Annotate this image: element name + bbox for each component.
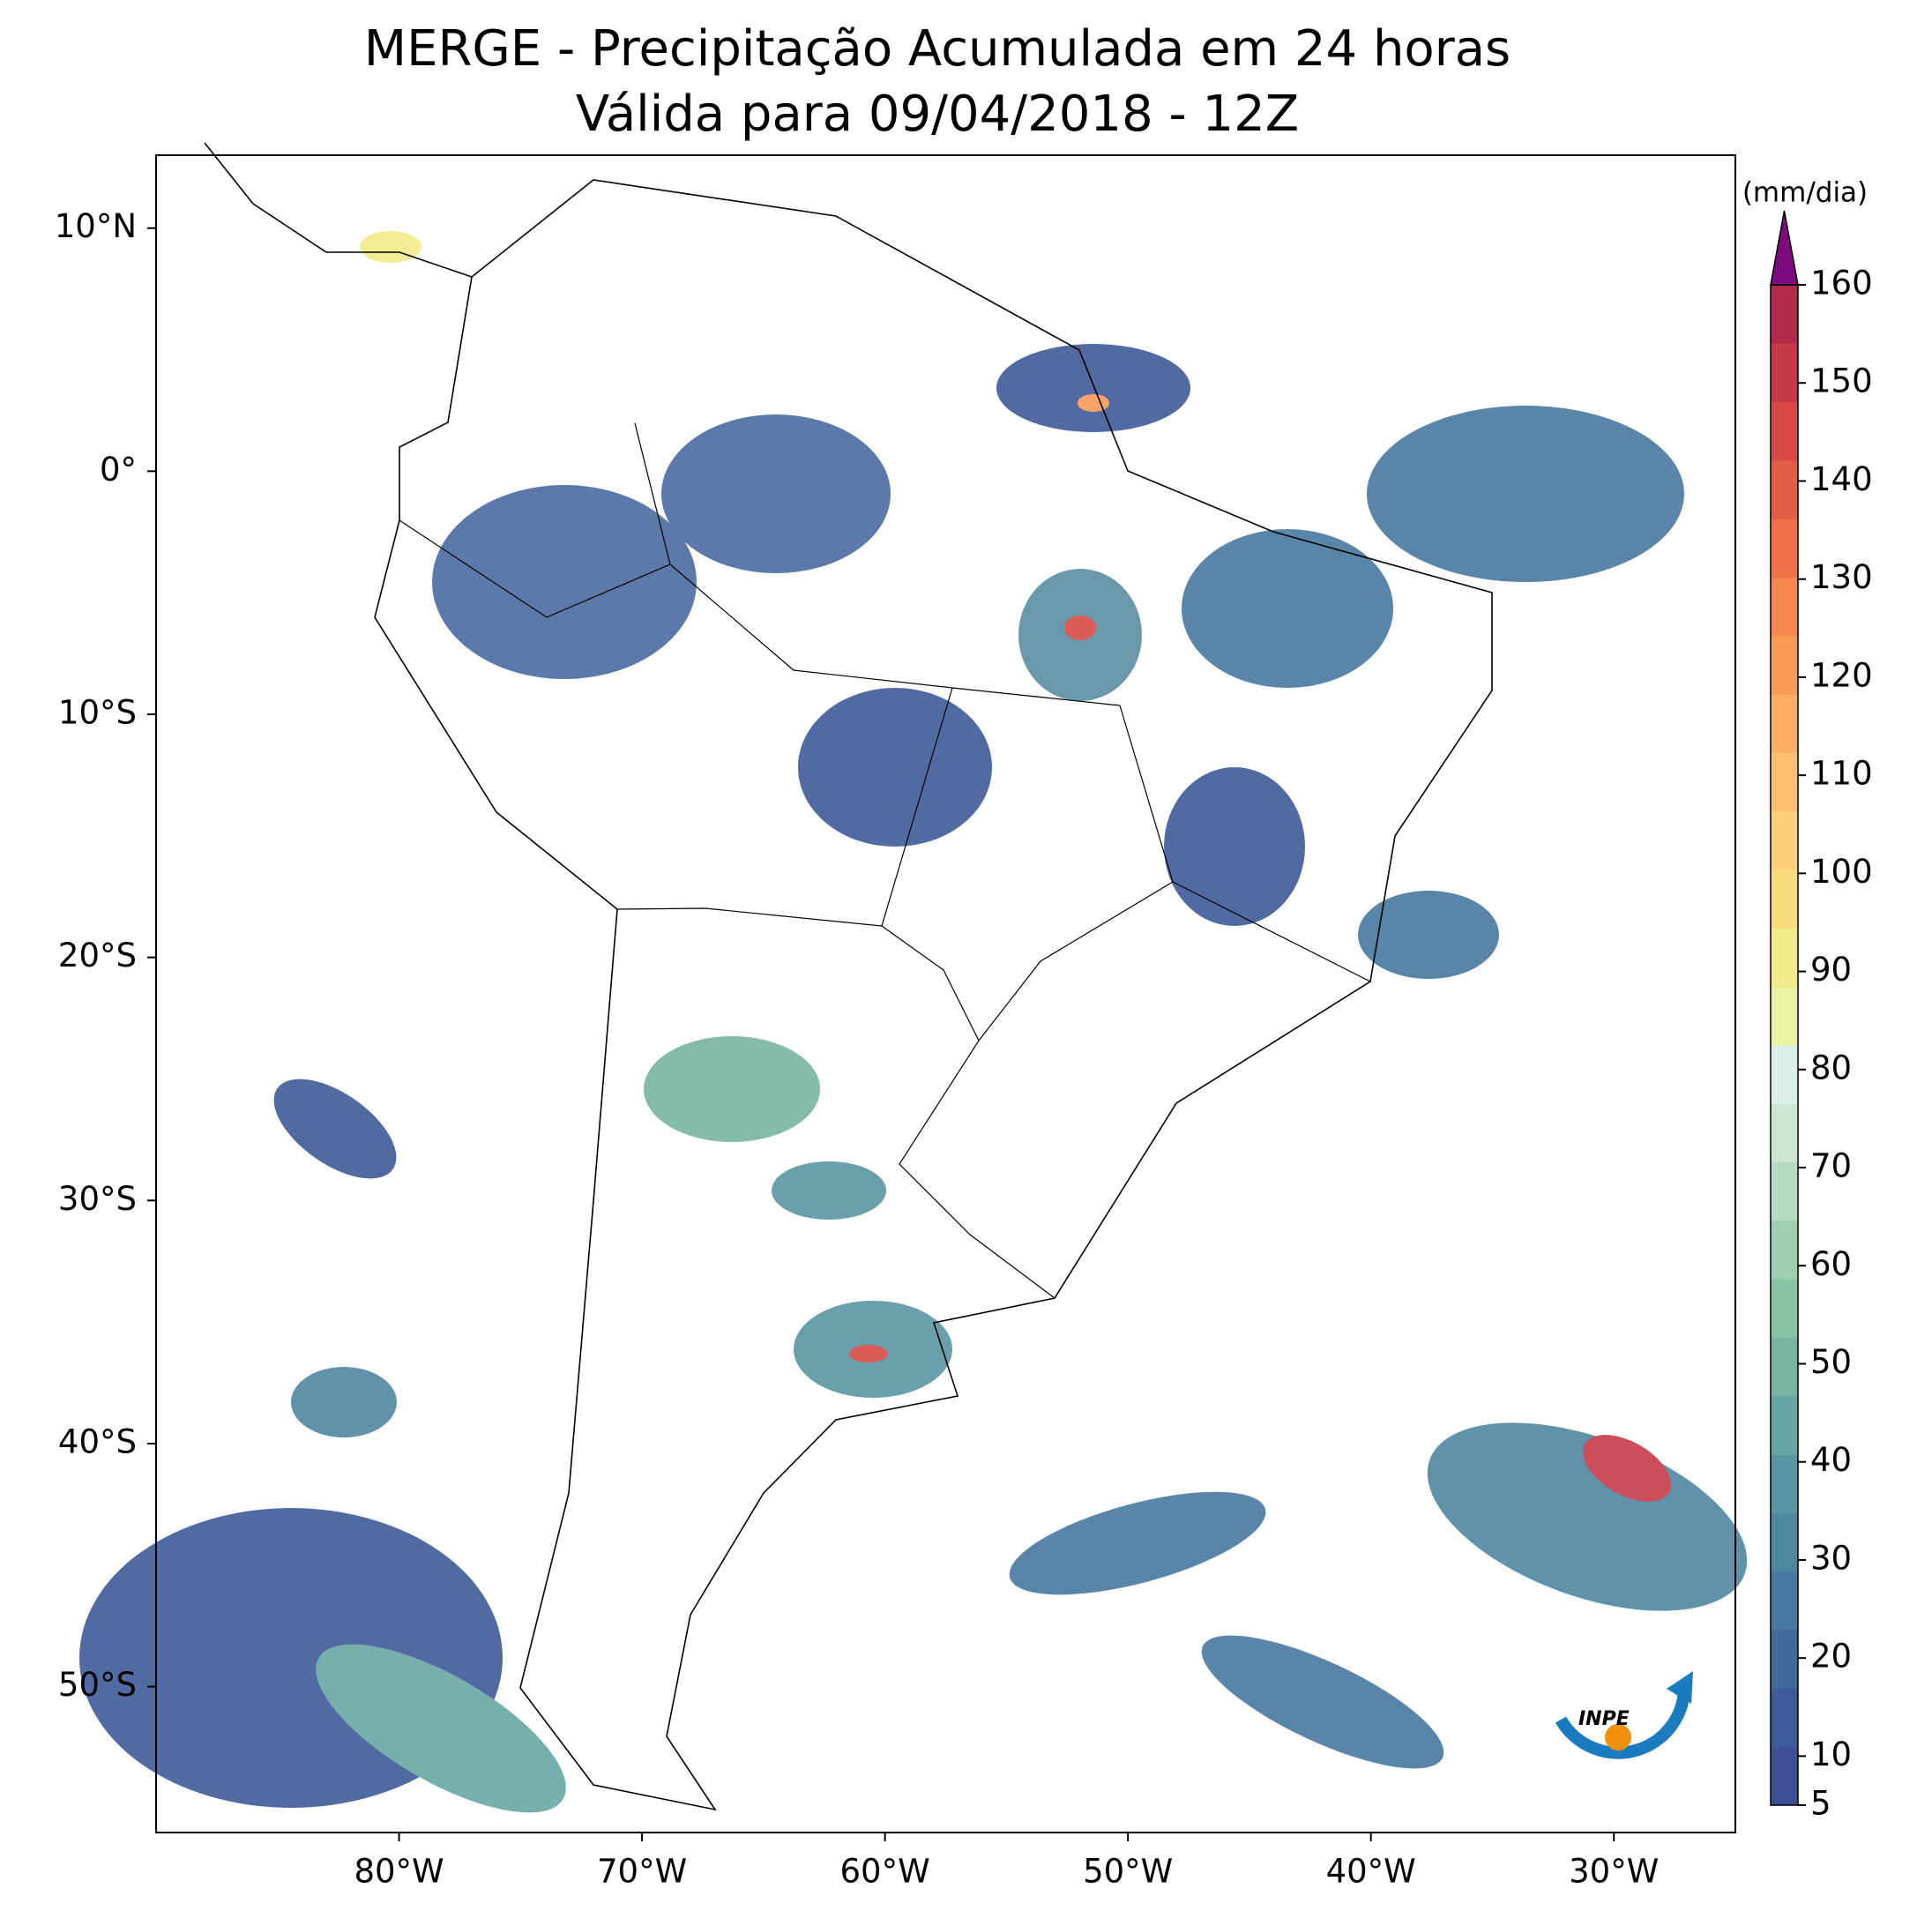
colorbar-tick-label: 90 <box>1810 951 1852 989</box>
colorbar-frame <box>1770 284 1799 1806</box>
x-tick-label: 70°W <box>597 1853 687 1891</box>
colorbar-band <box>1771 1161 1798 1221</box>
x-tick-label: 60°W <box>840 1853 930 1891</box>
y-tick-label: 50°S <box>58 1666 137 1704</box>
y-tick-label: 30°S <box>58 1180 137 1218</box>
logo-box <box>1529 1624 1717 1814</box>
y-tick-label: 20°S <box>58 937 137 974</box>
borders <box>399 422 1371 1299</box>
map-frame <box>155 154 1736 1833</box>
colorbar-band <box>1771 1220 1798 1280</box>
colorbar-tick-label: 140 <box>1810 460 1873 498</box>
colorbar-tick-label: 50 <box>1810 1343 1852 1381</box>
colorbar-tick-label: 60 <box>1810 1245 1852 1283</box>
precipitation-field <box>79 231 1748 1813</box>
x-tick-label: 40°W <box>1326 1853 1416 1891</box>
colorbar-tick-label: 5 <box>1810 1785 1831 1823</box>
colorbar-band <box>1771 694 1798 753</box>
colorbar-tick-label: 10 <box>1810 1736 1852 1773</box>
colorbar-band <box>1771 401 1798 461</box>
colorbar-tick-label: 100 <box>1810 853 1873 891</box>
colorbar-band <box>1771 343 1798 403</box>
colorbar-label: (mm/dia) <box>1742 177 1868 209</box>
colorbar-band <box>1771 870 1798 929</box>
colorbar-tick-label: 80 <box>1810 1049 1852 1086</box>
colorbar-extend <box>1770 210 1799 286</box>
y-tick-label: 10°N <box>55 207 137 245</box>
colorbar-band <box>1771 1512 1798 1572</box>
colorbar-band <box>1771 986 1798 1046</box>
logo-arrow <box>1667 1671 1693 1704</box>
colorbar-tick-label: 20 <box>1810 1638 1852 1676</box>
x-tick-label: 80°W <box>354 1853 444 1891</box>
colorbar-band <box>1771 1337 1798 1397</box>
coastline <box>204 142 473 278</box>
colorbar-band <box>1771 635 1798 695</box>
colorbar-band <box>1771 519 1798 579</box>
chart-subtitle: Válida para 09/04/2018 - 12Z <box>576 86 1299 143</box>
colorbar-band <box>1771 1395 1798 1455</box>
colorbar-band <box>1771 1746 1798 1806</box>
colorbar-tick-label: 150 <box>1810 362 1873 400</box>
logo-dot <box>1605 1724 1631 1751</box>
colorbar-band <box>1771 1571 1798 1631</box>
chart-title: MERGE - Precipitação Acumulada em 24 hor… <box>364 20 1511 78</box>
colorbar-band <box>1771 1630 1798 1689</box>
logo-text: INPE <box>1578 1708 1630 1730</box>
logo-arc <box>1555 1683 1691 1759</box>
colorbar-band <box>1771 752 1798 812</box>
colorbar-tick-label: 120 <box>1810 656 1873 694</box>
coastline <box>374 179 1493 1811</box>
colorbar-band <box>1771 928 1798 988</box>
y-tick-label: 10°S <box>58 694 137 732</box>
colorbar-band <box>1771 577 1798 637</box>
x-tick-label: 30°W <box>1569 1853 1659 1891</box>
x-tick-label: 50°W <box>1083 1853 1173 1891</box>
colorbar-band <box>1771 459 1798 519</box>
colorbar-band <box>1771 1045 1798 1104</box>
colorbar-band <box>1771 1454 1798 1513</box>
colorbar-tick-label: 130 <box>1810 558 1873 596</box>
colorbar-tick-label: 110 <box>1810 755 1873 793</box>
colorbar-tick-label: 40 <box>1810 1441 1852 1479</box>
colorbar-band <box>1771 285 1798 344</box>
y-tick-label: 40°S <box>58 1422 137 1460</box>
colorbar-tick-label: 160 <box>1810 265 1873 302</box>
map-area: INPE <box>79 142 1748 1833</box>
colorbar-band <box>1771 810 1798 870</box>
colorbar-band <box>1771 1688 1798 1748</box>
colorbar-tick-label: 30 <box>1810 1539 1852 1577</box>
y-tick-label: 0° <box>100 451 137 489</box>
colorbar-tick-label: 70 <box>1810 1147 1852 1185</box>
colorbar-band <box>1771 1279 1798 1339</box>
colorbar-band <box>1771 1103 1798 1163</box>
